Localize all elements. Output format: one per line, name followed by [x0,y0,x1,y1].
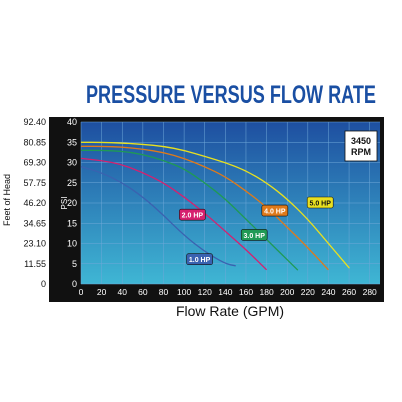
psi-tick-label: 0 [72,279,77,289]
series-label-3: 4.0 HP [264,209,286,216]
x-tick-label: 280 [363,287,377,297]
psi-tick-label: 30 [67,158,77,168]
head-axis-label: Feet of Head [2,174,12,226]
x-axis-label: Flow Rate (GPM) [176,303,284,319]
x-tick-label: 200 [280,287,294,297]
series-line-1 [80,157,268,271]
x-tick-label: 20 [97,287,107,297]
series-label-box-4 [306,196,334,209]
x-tick-label: 80 [159,287,169,297]
series-labels: 1.0 HP 2.0 HP 3.0 HP 4.0 HP 5.0 HP [179,196,334,265]
head-tick-label: 0 [41,279,46,289]
series-line-2 [80,149,299,271]
head-tick-label: 46.20 [23,198,46,208]
psi-tick-label: 25 [67,178,77,188]
x-tick-label: 60 [138,287,148,297]
chart-title: PRESSURE VERSUS FLOW RATE [86,81,376,109]
rpm-value: 3450 [351,136,371,146]
series-label-box-2 [240,229,268,241]
psi-tick-label: 20 [67,198,77,208]
x-tick-label: 100 [177,287,191,297]
psi-tick-label: 35 [67,137,77,147]
psi-axis-ticks: 0 5 10 15 20 25 30 35 40 [67,117,77,289]
x-tick-label: 180 [259,287,273,297]
head-tick-label: 80.85 [23,137,46,147]
series-label-0: 1.0 HP [189,257,211,264]
series-label-box-1 [179,208,206,221]
series-label-1: 2.0 HP [182,213,204,220]
head-tick-label: 23.10 [23,239,46,249]
x-tick-label: 40 [118,287,128,297]
rpm-badge: 3450 RPM [344,130,378,162]
x-tick-label: 220 [301,287,315,297]
psi-tick-label: 5 [72,259,77,269]
head-tick-label: 92.40 [23,117,46,127]
series-lines [80,141,350,271]
x-tick-label: 260 [342,287,356,297]
series-label-box-3 [261,204,289,217]
series-label-2: 3.0 HP [244,233,266,240]
x-tick-label: 140 [218,287,232,297]
series-line-3 [80,145,329,271]
head-tick-label: 57.75 [23,178,46,188]
rpm-unit: RPM [351,147,371,157]
x-tick-label: 240 [321,287,335,297]
series-line-4 [80,141,350,269]
psi-tick-label: 40 [67,117,77,127]
x-tick-label: 160 [239,287,253,297]
head-tick-label: 69.30 [23,158,46,168]
head-tick-label: 11.55 [24,259,46,269]
psi-tick-label: 15 [67,218,77,228]
psi-axis-label: PSI [60,197,69,210]
series-label-4: 5.0 HP [309,201,331,208]
series-line-0 [80,165,236,267]
x-tick-label: 0 [79,287,84,297]
psi-tick-label: 10 [67,239,77,249]
series-label-box-0 [186,253,213,265]
head-tick-label: 34.65 [23,218,46,228]
x-axis-ticks: 0 20 40 60 80 100 120 140 160 180 200 220 240 260 280 [79,287,377,297]
head-axis-ticks: 0 11.55 23.10 34.65 46.20 57.75 69.30 80.85 92.4… [23,117,46,289]
x-tick-label: 120 [198,287,212,297]
